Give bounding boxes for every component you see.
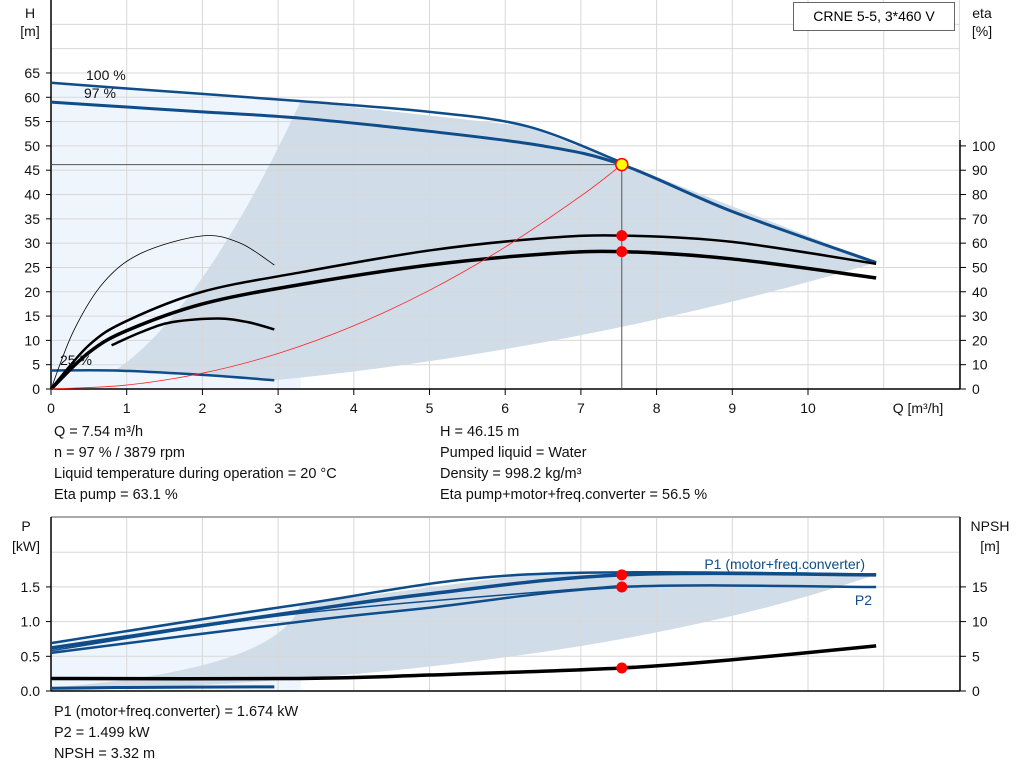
info-eta-total: Eta pump+motor+freq.converter = 56.5 % bbox=[440, 487, 708, 503]
x-tick-label: 6 bbox=[501, 400, 509, 416]
curve-p2-97 bbox=[50, 584, 877, 655]
p-tick-label: 0.5 bbox=[21, 648, 41, 664]
y2-axis-label: eta bbox=[972, 5, 992, 21]
y2-tick-label: 10 bbox=[972, 357, 988, 373]
curve-head-100 bbox=[50, 81, 623, 164]
p2-point bbox=[616, 581, 628, 593]
y2-tick-label: 100 bbox=[972, 138, 996, 154]
info-p1: P1 (motor+freq.converter) = 1.674 kW bbox=[54, 704, 299, 720]
x-axis-label: Q [m³/h] bbox=[893, 400, 944, 416]
p-axis-label: P bbox=[21, 518, 30, 534]
curve-p-25 bbox=[50, 685, 275, 690]
p-tick-label: 1.0 bbox=[21, 614, 41, 630]
y-axis-unit: [m] bbox=[20, 23, 39, 39]
x-tick-label: 7 bbox=[577, 400, 585, 416]
x-tick-label: 9 bbox=[728, 400, 736, 416]
curve-head-25 bbox=[50, 368, 275, 382]
duty-point bbox=[615, 157, 629, 172]
y2-axis-unit: [%] bbox=[972, 23, 992, 39]
y-tick-label: 65 bbox=[24, 65, 40, 81]
curve-eta-total-97 bbox=[49, 249, 877, 391]
label-100-percent: 100 % bbox=[86, 67, 126, 83]
y-tick-label: 15 bbox=[24, 308, 40, 324]
x-tick-label: 8 bbox=[653, 400, 661, 416]
npsh-axis-unit: [m] bbox=[980, 538, 999, 554]
info-head: H = 46.15 m bbox=[440, 424, 520, 440]
operating-area-top bbox=[115, 101, 877, 381]
operating-area-bottom bbox=[51, 574, 877, 691]
x-tick-label: 5 bbox=[426, 400, 434, 416]
y2-tick-label: 30 bbox=[972, 308, 988, 324]
y2-tick-label: 0 bbox=[972, 381, 980, 397]
label-97-percent: 97 % bbox=[84, 85, 116, 101]
x-tick-label: 4 bbox=[350, 400, 358, 416]
npsh-axis-label: NPSH bbox=[971, 518, 1010, 534]
pump-legend-box: CRNE 5-5, 3*460 V bbox=[793, 2, 955, 31]
curve-p1-97 bbox=[50, 571, 877, 650]
p-tick-label: 0.0 bbox=[21, 683, 41, 699]
curve-eta-pump-97 bbox=[50, 234, 877, 390]
y2-tick-label: 20 bbox=[972, 332, 988, 348]
y-tick-label: 10 bbox=[24, 332, 40, 348]
npsh-tick-label: 0 bbox=[972, 683, 980, 699]
p-tick-label: 1.5 bbox=[21, 579, 41, 595]
npsh-tick-label: 15 bbox=[972, 579, 988, 595]
curve-eta-pump-25 bbox=[50, 235, 275, 390]
info-density: Density = 998.2 kg/m³ bbox=[440, 466, 582, 482]
info-liquid: Pumped liquid = Water bbox=[440, 445, 587, 461]
p-axis-unit: [kW] bbox=[12, 538, 40, 554]
y-axis-label: H bbox=[25, 5, 35, 21]
eta-total-point bbox=[616, 246, 628, 258]
y-tick-label: 30 bbox=[24, 235, 40, 251]
y-tick-label: 60 bbox=[24, 89, 40, 105]
y-tick-label: 50 bbox=[24, 138, 40, 154]
info-p2: P2 = 1.499 kW bbox=[54, 725, 150, 741]
y-tick-label: 35 bbox=[24, 211, 40, 227]
info-q: Q = 7.54 m³/h bbox=[54, 424, 144, 440]
x-tick-label: 3 bbox=[274, 400, 282, 416]
y2-tick-label: 70 bbox=[972, 211, 988, 227]
x-tick-label: 1 bbox=[123, 400, 131, 416]
y-tick-label: 5 bbox=[32, 357, 40, 373]
curve-p2-ref bbox=[50, 584, 622, 652]
curve-eta-total-25 bbox=[111, 317, 275, 347]
y-tick-label: 45 bbox=[24, 162, 40, 178]
y-tick-label: 25 bbox=[24, 259, 40, 275]
npsh-point bbox=[616, 662, 628, 674]
y2-tick-label: 40 bbox=[972, 284, 988, 300]
info-npsh: NPSH = 3.32 m bbox=[54, 746, 156, 762]
x-tick-label: 0 bbox=[47, 400, 55, 416]
eta-pump-point bbox=[616, 230, 628, 242]
label-p1: P1 (motor+freq.converter) bbox=[704, 556, 865, 572]
y2-tick-label: 50 bbox=[972, 259, 988, 275]
y-tick-label: 0 bbox=[32, 381, 40, 397]
y2-tick-label: 60 bbox=[972, 235, 988, 251]
info-eta-pump: Eta pump = 63.1 % bbox=[54, 487, 178, 503]
info-speed: n = 97 % / 3879 rpm bbox=[54, 445, 185, 461]
npsh-tick-label: 10 bbox=[972, 614, 988, 630]
y-tick-label: 40 bbox=[24, 187, 40, 203]
y-tick-label: 55 bbox=[24, 114, 40, 130]
curve-npsh bbox=[50, 644, 877, 681]
curve-system-curve bbox=[50, 164, 623, 390]
y-tick-label: 20 bbox=[24, 284, 40, 300]
y2-tick-label: 90 bbox=[972, 162, 988, 178]
x-tick-label: 10 bbox=[800, 400, 816, 416]
label-p2: P2 bbox=[855, 592, 872, 608]
p1-point bbox=[616, 569, 628, 581]
y2-tick-label: 80 bbox=[972, 187, 988, 203]
label-25-percent: 25 % bbox=[60, 352, 92, 368]
info-temperature: Liquid temperature during operation = 20… bbox=[54, 466, 337, 482]
x-tick-label: 2 bbox=[199, 400, 207, 416]
curve-head-97 bbox=[50, 100, 877, 265]
npsh-tick-label: 5 bbox=[972, 648, 980, 664]
